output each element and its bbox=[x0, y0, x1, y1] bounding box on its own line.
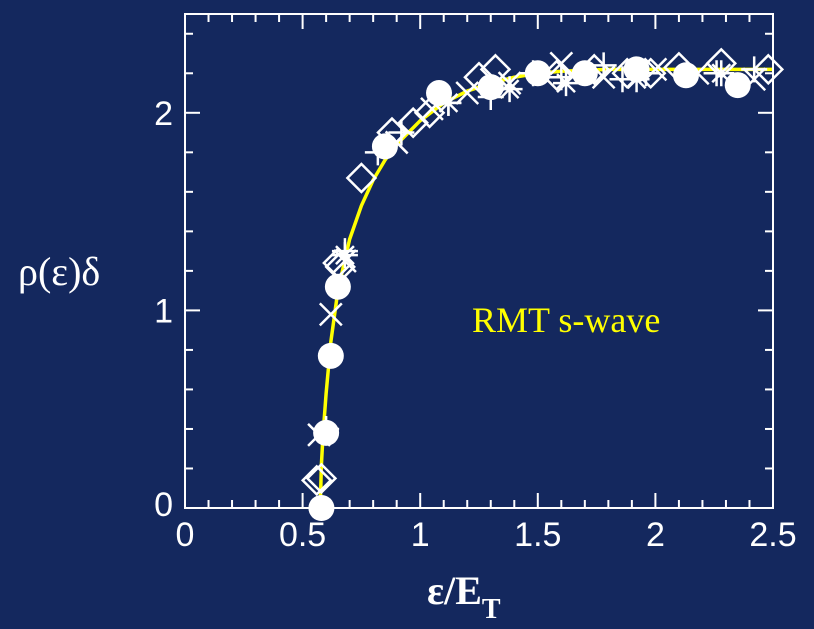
marker-plus bbox=[590, 52, 617, 79]
x-tick-label: 1 bbox=[411, 516, 430, 554]
marker-asterisk bbox=[435, 89, 462, 116]
marker-asterisk bbox=[708, 60, 735, 87]
marker-cross bbox=[318, 302, 343, 327]
x-tick-label: 2 bbox=[646, 516, 665, 554]
y-tick-label: 0 bbox=[154, 486, 173, 524]
marker-plus bbox=[520, 60, 547, 87]
marker-plus bbox=[741, 56, 768, 83]
x-tick-label: 0.5 bbox=[279, 516, 326, 554]
plot-frame bbox=[184, 13, 774, 509]
marker-cross bbox=[685, 61, 710, 86]
x-tick-label: 0 bbox=[176, 516, 195, 554]
marker-diamond bbox=[413, 97, 446, 129]
y-axis-label: ρ(ε)δ bbox=[18, 249, 100, 294]
marker-circle bbox=[724, 72, 751, 99]
marker-cross bbox=[549, 51, 574, 76]
marker-diamond bbox=[479, 53, 512, 86]
marker-diamond bbox=[463, 61, 495, 93]
data-markers-layer bbox=[300, 47, 785, 521]
y-tick-label: 1 bbox=[154, 292, 173, 330]
x-axis-label: ε/ET bbox=[427, 568, 501, 625]
marker-diamond bbox=[752, 53, 785, 86]
y-tick-label: 2 bbox=[154, 95, 173, 133]
marker-diamond bbox=[305, 462, 338, 495]
marker-diamond bbox=[634, 57, 667, 90]
marker-cross bbox=[420, 96, 444, 121]
marker-circle bbox=[317, 342, 344, 369]
x-axis-label-main: ε/E bbox=[427, 568, 482, 613]
marker-cross bbox=[643, 57, 668, 82]
axis-ticks bbox=[184, 14, 774, 509]
marker-circle bbox=[324, 273, 351, 300]
marker-asterisk bbox=[496, 76, 523, 103]
marker-asterisk bbox=[553, 70, 580, 97]
marker-plus bbox=[388, 119, 415, 146]
marker-diamond bbox=[345, 162, 378, 194]
marker-cross bbox=[455, 81, 480, 105]
marker-diamond bbox=[324, 251, 356, 283]
annotation-rmt-s-wave: RMT s-wave bbox=[472, 300, 660, 340]
x-axis-label-subscript: T bbox=[482, 594, 501, 625]
marker-plus bbox=[477, 83, 504, 110]
marker-asterisk bbox=[623, 66, 650, 93]
x-tick-label: 1.5 bbox=[514, 516, 561, 554]
marker-plus bbox=[364, 139, 391, 166]
axis-tick-labels: 0 0.5 1 1.5 2 2.5 0 1 2 bbox=[154, 95, 797, 554]
marker-asterisk bbox=[331, 242, 358, 269]
marker-diamond bbox=[300, 464, 333, 497]
x-tick-label: 2.5 bbox=[749, 516, 796, 554]
marker-cross bbox=[384, 130, 409, 155]
marker-plus bbox=[313, 415, 340, 442]
